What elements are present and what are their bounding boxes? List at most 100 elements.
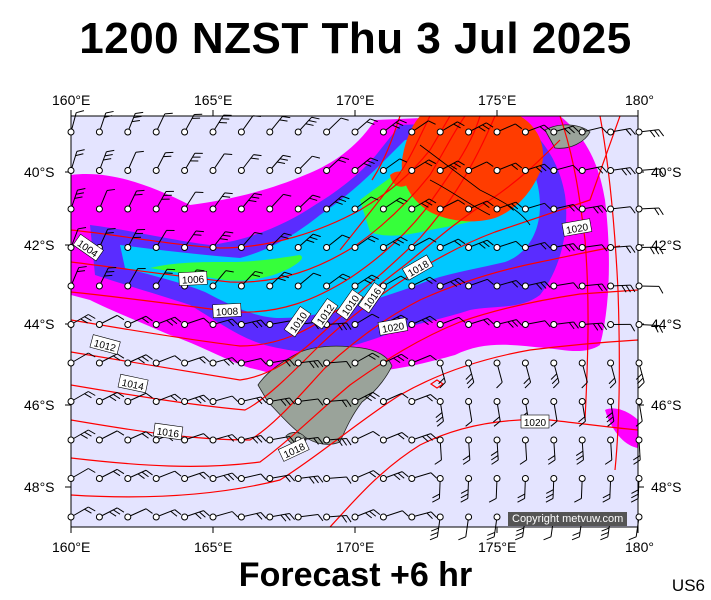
wind-barb-feather: [342, 273, 351, 278]
wind-barb-feather: [193, 234, 202, 236]
wind-barb-feather: [75, 153, 84, 157]
wind-barb-feather: [312, 155, 321, 159]
wind-barb-feather: [546, 489, 554, 494]
wind-station-marker: [408, 398, 416, 405]
wind-barb-feather: [104, 274, 113, 277]
wind-barb-feather: [227, 435, 235, 442]
wind-station-marker: [550, 321, 558, 328]
wind-station-marker: [181, 244, 189, 251]
wind-barb-feather: [282, 154, 291, 158]
wind-barb-feather: [224, 192, 233, 195]
wind-barb-feather: [438, 377, 445, 385]
right-lat-label: 46°S: [651, 397, 682, 413]
wind-barb-feather: [341, 323, 348, 331]
wind-barb-feather: [76, 149, 85, 152]
wind-station-marker: [323, 513, 331, 521]
bottom-lon-label: 175°E: [478, 539, 517, 555]
wind-barb-feather: [254, 231, 263, 235]
wind-station-marker: [124, 128, 132, 136]
wind-barb-feather: [517, 498, 525, 503]
wind-barb-feather: [260, 396, 267, 404]
wind-barb-feather: [429, 276, 437, 282]
left-lat-label: 44°S: [24, 316, 55, 332]
wind-station-marker: [436, 475, 444, 482]
wind-barb-feather: [458, 238, 466, 245]
wind-barb-feather: [581, 381, 588, 389]
wind-station-marker: [294, 513, 302, 521]
wind-barb-feather: [460, 489, 469, 494]
wind-station-marker: [635, 475, 643, 482]
wind-barb-feather: [462, 459, 471, 465]
wind-barb-feather: [606, 416, 614, 423]
wind-barb-feather: [203, 356, 210, 363]
wind-station-marker: [95, 359, 103, 367]
left-lat-label: 42°S: [24, 237, 55, 253]
wind-barb-feather: [256, 320, 263, 328]
wind-barb-feather: [402, 510, 409, 517]
wind-barb-feather: [199, 396, 206, 403]
wind-barb-feather: [313, 437, 319, 445]
wind-barb-feather: [84, 431, 92, 437]
wind-barb-feather: [284, 271, 293, 276]
wind-barb-feather: [77, 188, 86, 191]
wind-barb-feather: [545, 493, 554, 499]
isobar-label-box: [117, 373, 149, 394]
isobar-label: 1008: [216, 306, 239, 318]
map-title: 1200 NZST Thu 3 Jul 2025: [79, 14, 632, 63]
wind-barb-feather: [602, 493, 611, 499]
wind-barb-feather: [367, 277, 376, 282]
wind-station-marker: [379, 436, 387, 444]
wind-station-marker: [67, 398, 75, 405]
wind-station-marker: [95, 205, 103, 213]
wind-barb-feather: [279, 158, 288, 161]
wind-barb-feather: [260, 358, 267, 365]
wind-barb-feather: [638, 381, 645, 389]
wind-barb-feather: [450, 281, 458, 287]
wind-barb-feather: [113, 470, 121, 477]
wind-barb-feather: [545, 498, 554, 503]
wind-barb-feather: [260, 319, 267, 327]
wind-barb-feather: [373, 509, 381, 516]
wind-barb-feather: [604, 459, 613, 465]
wind-barb-feather: [631, 493, 639, 499]
wind-station-marker: [465, 359, 473, 367]
wind-barb-feather: [74, 196, 83, 199]
wind-barb-feather: [486, 200, 494, 207]
wind-barb-feather: [312, 194, 321, 198]
wind-station-marker: [521, 128, 529, 136]
wind-station-marker: [408, 205, 416, 213]
wind-barb-feather: [397, 472, 405, 479]
wind-barb-feather: [145, 392, 153, 399]
wind-station-marker: [266, 167, 274, 174]
wind-station-marker: [635, 436, 643, 444]
wind-station-marker: [152, 244, 160, 251]
wind-station-marker: [635, 359, 643, 367]
wind-station-marker: [237, 436, 245, 444]
wind-barb-feather: [199, 511, 206, 518]
wind-barb-feather: [630, 324, 636, 332]
wind-barb-feather: [515, 531, 524, 536]
wind-barb-feather: [313, 476, 319, 484]
wind-barb-feather: [515, 162, 523, 169]
wind-barb-feather: [515, 123, 523, 130]
wind-station-marker: [266, 359, 274, 367]
wind-station-marker: [607, 436, 615, 444]
wind-barb-feather: [592, 323, 599, 331]
wind-station-marker: [436, 167, 444, 174]
wind-barb-feather: [219, 238, 228, 241]
wind-barb-feather: [346, 361, 352, 369]
wind-barb-feather: [496, 381, 503, 389]
wind-barb-feather: [174, 393, 182, 400]
wind-barb-feather: [116, 468, 125, 475]
wind-barb-feather: [649, 130, 656, 138]
wind-station-marker: [521, 321, 529, 328]
wind-station-marker: [237, 282, 245, 290]
wind-barb-feather: [88, 429, 96, 435]
wind-station-marker: [95, 475, 103, 482]
wind-barb-feather: [116, 507, 125, 513]
wind-barb-feather: [170, 510, 178, 517]
wind-station-marker: [152, 128, 160, 136]
copyright-notice: Copyright metvuw.com: [508, 512, 628, 526]
wind-barb-feather: [260, 512, 267, 519]
wind-barb-feather: [196, 269, 205, 272]
